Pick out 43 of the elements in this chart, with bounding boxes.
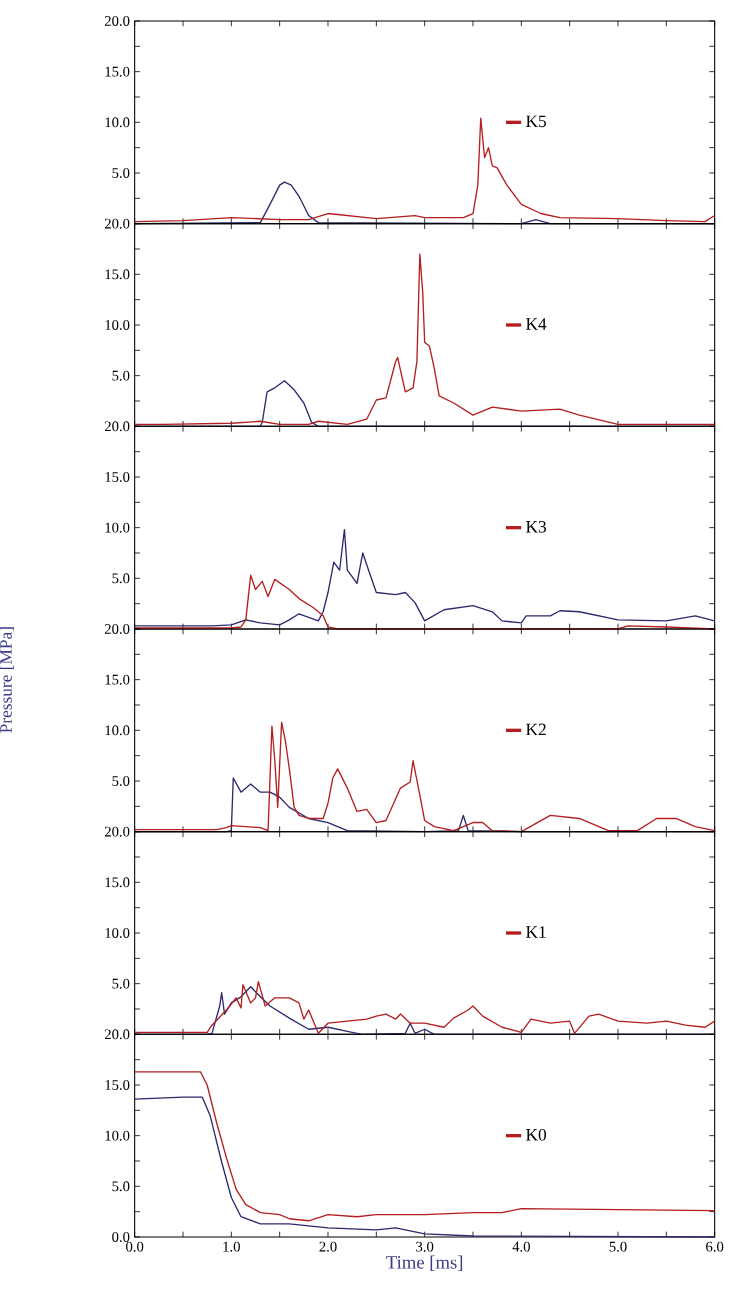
y-axis-title: Pressure [MPa]	[0, 627, 14, 733]
x-tick-label: 5.0	[609, 1241, 627, 1252]
y-tick-label: 10.0	[105, 725, 130, 736]
y-tick-label: 10.0	[105, 928, 130, 938]
x-tick-label: 6.0	[706, 1241, 724, 1252]
y-tick-label: 10.0	[105, 320, 130, 330]
y-tick-label: 5.0	[112, 776, 130, 786]
y-tick-label: 15.0	[105, 1080, 130, 1090]
y-tick-label: 20.0	[104, 624, 130, 634]
y-tick-label: 5.0	[112, 370, 130, 381]
y-tick-label: 5.0	[112, 168, 130, 178]
line-series	[133, 721, 716, 833]
y-tick-label: 15.0	[105, 877, 130, 888]
x-tick-label: 3.0	[416, 1241, 434, 1252]
y-tick-label: 15.0	[105, 472, 130, 482]
x-tick-label: 1.0	[223, 1241, 240, 1252]
x-tick-label: 0.0	[126, 1241, 144, 1252]
y-tick-label: 10.0	[105, 1130, 130, 1141]
legend-label: K5	[526, 115, 547, 128]
y-tick-label: 20.0	[104, 16, 130, 26]
y-tick-label: 20.0	[104, 1029, 130, 1040]
x-tick-label: 4.0	[512, 1241, 530, 1252]
y-tick-label: 15.0	[105, 66, 130, 77]
line-series	[133, 117, 716, 223]
x-tick-label: 2.0	[319, 1241, 337, 1252]
x-axis-title: Time [ms]	[386, 1255, 463, 1271]
y-tick-label: 20.0	[104, 826, 130, 837]
y-tick-label: 10.0	[105, 117, 130, 128]
legend-label: K4	[526, 318, 547, 330]
y-tick-label: 5.0	[112, 978, 130, 989]
y-tick-label: 5.0	[112, 1181, 130, 1192]
legend-label: K3	[526, 520, 547, 533]
legend-label: K2	[526, 723, 546, 736]
y-tick-label: 0.0	[112, 1232, 130, 1242]
y-tick-label: 15.0	[105, 674, 130, 685]
y-tick-label: 5.0	[112, 573, 130, 584]
y-tick-label: 15.0	[105, 269, 130, 280]
line-series	[133, 1096, 716, 1238]
y-tick-label: 20.0	[104, 421, 130, 432]
y-tick-label: 10.0	[105, 522, 130, 533]
legend-label: K0	[526, 1128, 547, 1141]
y-tick-label: 20.0	[104, 218, 130, 229]
legend-label: K1	[526, 926, 546, 938]
